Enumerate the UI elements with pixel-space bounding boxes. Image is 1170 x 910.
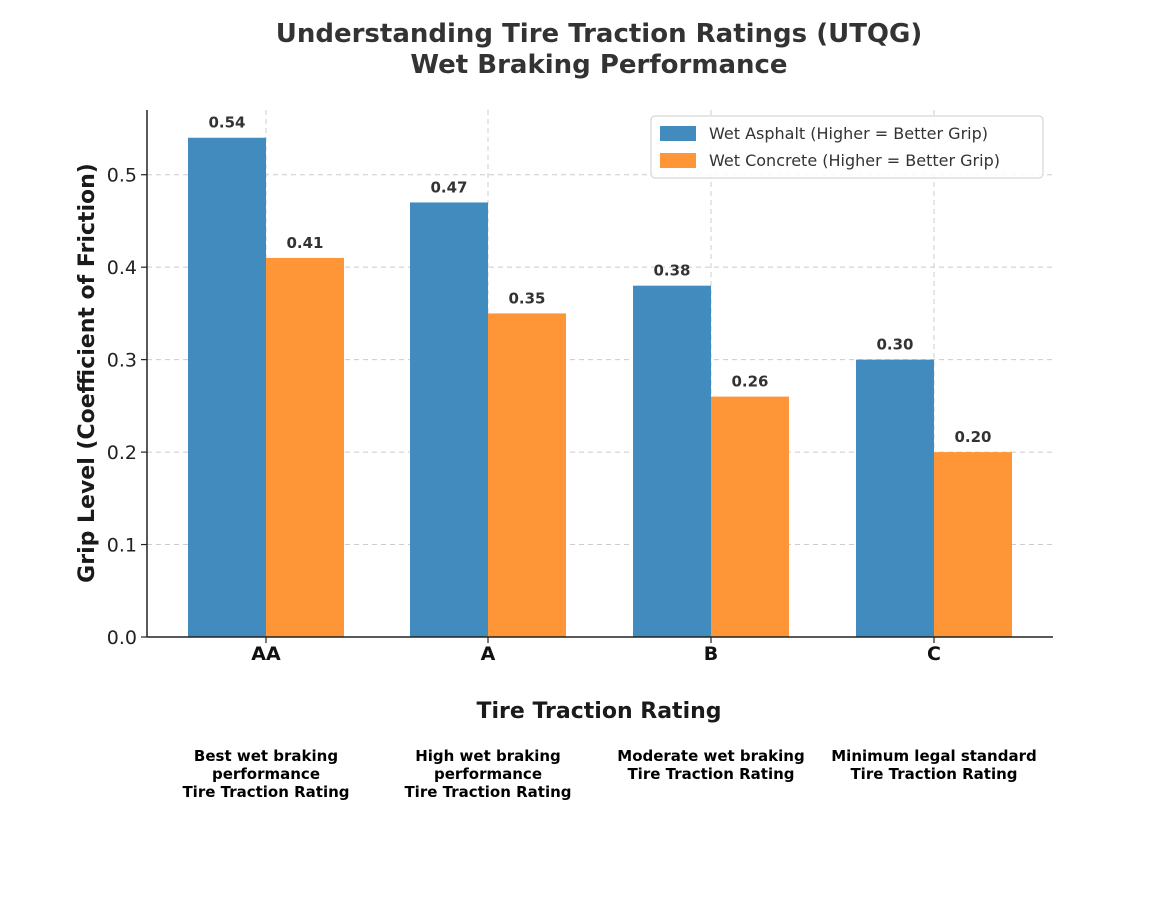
legend-swatch-wet-concrete — [660, 153, 696, 168]
legend-swatch-wet-asphalt — [660, 126, 696, 141]
legend-frame — [650, 115, 1044, 179]
bar-wet-asphalt-b — [633, 285, 711, 637]
category-description-a-line: performance — [434, 765, 542, 783]
chart-title-line-2: Wet Braking Performance — [410, 50, 787, 80]
value-label-wet-concrete-b: 0.26 — [731, 373, 768, 391]
x-tick-label-aa: AA — [251, 643, 281, 665]
category-description-aa-line: Best wet braking — [194, 747, 338, 765]
category-description-a-line: High wet braking — [415, 747, 561, 765]
category-description-b-line: Tire Traction Rating — [627, 765, 794, 783]
value-label-wet-concrete-aa: 0.41 — [286, 234, 323, 252]
legend: Wet Asphalt (Higher = Better Grip) Wet C… — [650, 115, 1044, 179]
bar-wet-asphalt-c — [856, 359, 934, 637]
category-description-b-line: Moderate wet braking — [617, 747, 804, 765]
y-tick-label: 0.3 — [107, 350, 137, 372]
bar-wet-concrete-aa — [266, 257, 344, 637]
bar-wet-asphalt-a — [410, 202, 488, 637]
bar-wet-concrete-b — [711, 396, 789, 637]
axes — [146, 110, 1053, 638]
category-description-c-line: Minimum legal standard — [831, 747, 1036, 765]
x-tick-label-c: C — [927, 643, 941, 665]
value-label-wet-asphalt-a: 0.47 — [430, 178, 467, 196]
legend-label-wet-concrete: Wet Concrete (Higher = Better Grip) — [709, 151, 1000, 170]
x-category-labels: AA A B C — [251, 637, 941, 665]
value-label-wet-asphalt-aa: 0.54 — [208, 114, 245, 132]
legend-label-wet-asphalt: Wet Asphalt (Higher = Better Grip) — [709, 124, 988, 143]
category-description-aa-line: Tire Traction Rating — [182, 783, 349, 801]
category-description-a-line: Tire Traction Rating — [404, 783, 571, 801]
x-tick-label-a: A — [481, 643, 496, 665]
value-label-wet-concrete-a: 0.35 — [508, 289, 545, 307]
value-label-wet-asphalt-b: 0.38 — [653, 262, 690, 280]
y-tick-label: 0.2 — [107, 442, 137, 464]
y-tick-label: 0.4 — [107, 257, 137, 279]
bar-wet-concrete-c — [934, 452, 1012, 637]
y-tick-labels: 0.0 0.1 0.2 0.3 0.4 0.5 — [107, 165, 147, 649]
y-tick-label: 0.0 — [107, 627, 137, 649]
bars — [188, 137, 1012, 637]
bar-value-labels: 0.54 0.41 0.47 0.35 0.38 0.26 0.30 0.20 — [208, 114, 991, 446]
x-tick-label-b: B — [704, 643, 718, 665]
bar-wet-asphalt-aa — [188, 137, 266, 637]
value-label-wet-concrete-c: 0.20 — [954, 428, 991, 446]
y-axis-label: Grip Level (Coefficient of Friction) — [75, 163, 100, 583]
x-axis-label: Tire Traction Rating — [476, 699, 721, 724]
y-tick-label: 0.5 — [107, 165, 137, 187]
bar-wet-concrete-a — [488, 313, 566, 637]
category-description-c-line: Tire Traction Rating — [850, 765, 1017, 783]
y-tick-label: 0.1 — [107, 535, 137, 557]
category-description-aa-line: performance — [212, 765, 320, 783]
chart-title-line-1: Understanding Tire Traction Ratings (UTQ… — [276, 19, 923, 49]
value-label-wet-asphalt-c: 0.30 — [876, 336, 913, 354]
